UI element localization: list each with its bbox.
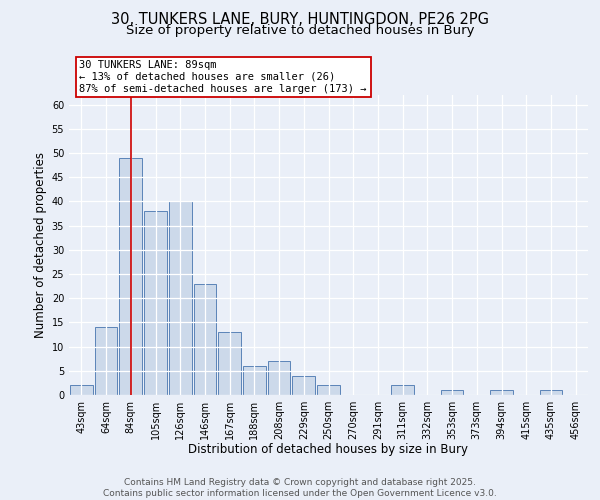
Bar <box>95 328 118 395</box>
Text: 30, TUNKERS LANE, BURY, HUNTINGDON, PE26 2PG: 30, TUNKERS LANE, BURY, HUNTINGDON, PE26… <box>111 12 489 28</box>
Bar <box>292 376 315 395</box>
Y-axis label: Number of detached properties: Number of detached properties <box>34 152 47 338</box>
Text: Contains HM Land Registry data © Crown copyright and database right 2025.
Contai: Contains HM Land Registry data © Crown c… <box>103 478 497 498</box>
Bar <box>441 390 463 395</box>
Bar <box>194 284 216 395</box>
Text: 30 TUNKERS LANE: 89sqm
← 13% of detached houses are smaller (26)
87% of semi-det: 30 TUNKERS LANE: 89sqm ← 13% of detached… <box>79 60 367 94</box>
Bar <box>243 366 266 395</box>
Bar <box>539 390 562 395</box>
Bar <box>218 332 241 395</box>
Bar <box>70 386 93 395</box>
X-axis label: Distribution of detached houses by size in Bury: Distribution of detached houses by size … <box>188 444 469 456</box>
Text: Size of property relative to detached houses in Bury: Size of property relative to detached ho… <box>126 24 474 37</box>
Bar <box>119 158 142 395</box>
Bar <box>490 390 513 395</box>
Bar <box>169 202 191 395</box>
Bar <box>144 211 167 395</box>
Bar <box>391 386 414 395</box>
Bar <box>317 386 340 395</box>
Bar <box>268 361 290 395</box>
